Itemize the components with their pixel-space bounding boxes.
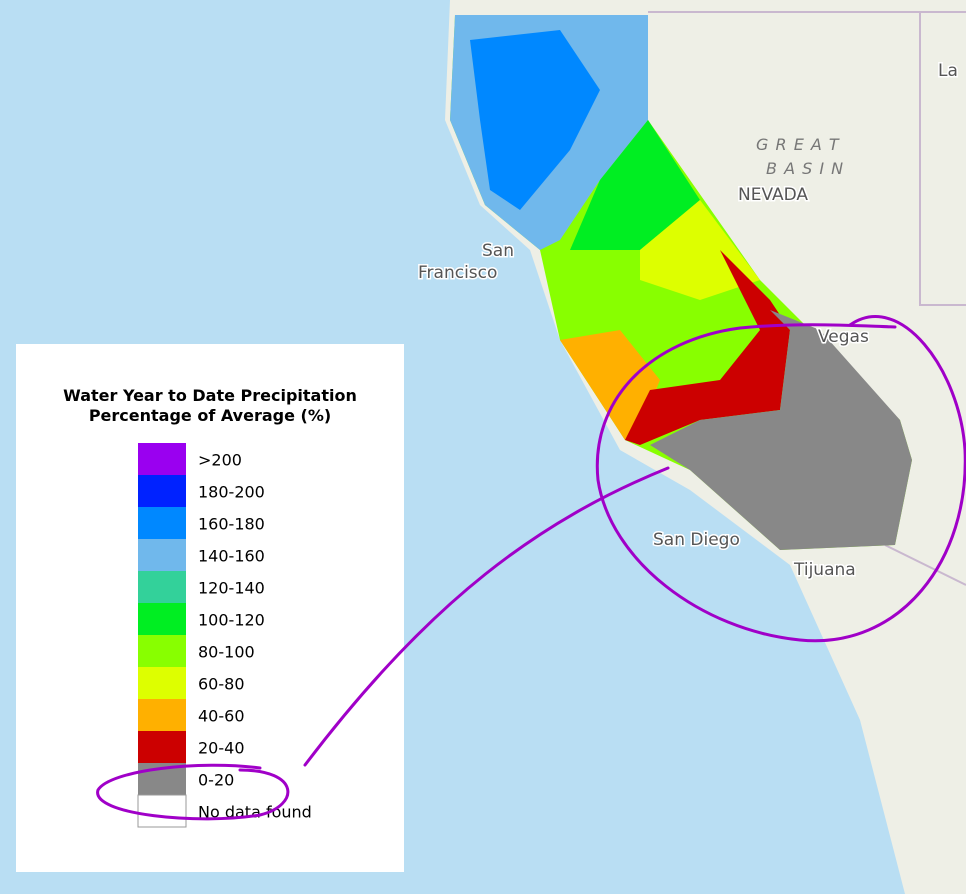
annotation-circle xyxy=(595,315,966,643)
legend-box xyxy=(16,344,404,872)
legend-swatch xyxy=(138,443,186,475)
legend-title: Percentage of Average (%) xyxy=(89,406,331,425)
legend-swatch xyxy=(138,539,186,571)
place-label: Tijuana xyxy=(793,560,856,580)
legend-swatch xyxy=(138,731,186,763)
legend-label: 140-160 xyxy=(198,547,265,566)
legend-swatch xyxy=(138,507,186,539)
legend-swatch xyxy=(138,475,186,507)
legend-label: 60-80 xyxy=(198,675,245,694)
border xyxy=(884,544,966,586)
place-label: San xyxy=(482,241,514,261)
zone xyxy=(570,120,700,250)
legend-label: 180-200 xyxy=(198,483,265,502)
legend-swatch xyxy=(138,571,186,603)
legend: Water Year to Date Precipitation Percent… xyxy=(16,344,404,872)
legend-swatch xyxy=(138,699,186,731)
zone xyxy=(560,330,660,440)
legend-label: 100-120 xyxy=(198,611,265,630)
state-border xyxy=(919,12,966,306)
legend-label: No data found xyxy=(198,803,312,822)
precipitation-layer xyxy=(450,15,912,550)
annotation-circle xyxy=(96,763,290,821)
zone xyxy=(650,310,912,550)
legend-label: 40-60 xyxy=(198,707,245,726)
place-label: Vegas xyxy=(818,327,869,347)
place-label: Francisco xyxy=(418,263,497,283)
annotation xyxy=(96,315,966,821)
place-label: San Diego xyxy=(653,530,740,550)
legend-label: 80-100 xyxy=(198,643,255,662)
legend-label: 0-20 xyxy=(198,771,234,790)
zone xyxy=(625,250,790,445)
annotation-arrow xyxy=(303,466,670,767)
legend-label: 20-40 xyxy=(198,739,245,758)
legend-swatch xyxy=(138,603,186,635)
legend-label: 160-180 xyxy=(198,515,265,534)
legend-label: 120-140 xyxy=(198,579,265,598)
region-label: G R E A T xyxy=(756,135,840,154)
place-label: NEVADA xyxy=(738,185,808,205)
legend-swatch xyxy=(137,794,187,828)
legend-label: >200 xyxy=(198,451,242,470)
legend-title: Water Year to Date Precipitation xyxy=(63,386,357,405)
zone xyxy=(640,200,760,300)
legend-swatch xyxy=(138,667,186,699)
legend-swatch xyxy=(138,635,186,667)
region-label: B A S I N xyxy=(766,159,844,178)
zone xyxy=(470,30,600,210)
place-label: La xyxy=(938,61,958,81)
